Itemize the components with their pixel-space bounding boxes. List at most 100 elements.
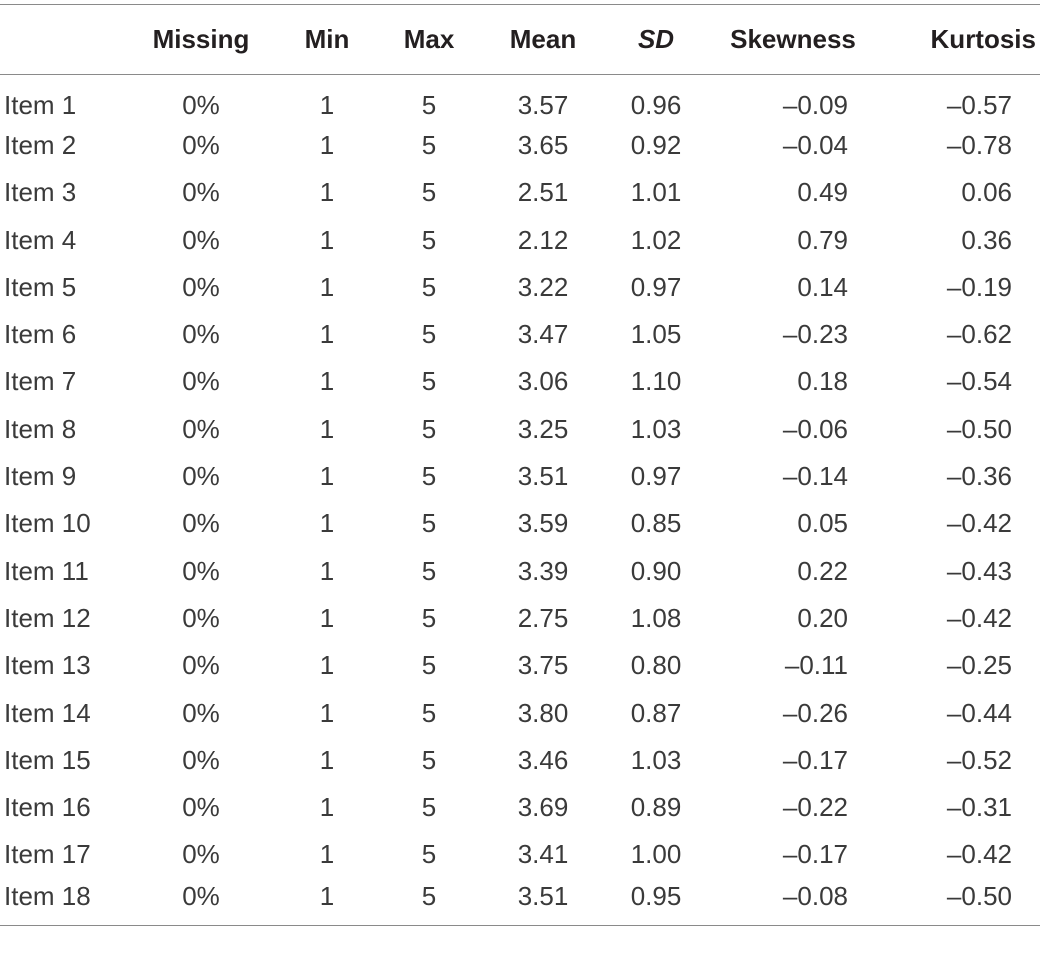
cell-missing: 0%	[182, 792, 220, 823]
cell-sd: 0.97	[630, 271, 682, 302]
cell-skewness: 0.14	[797, 271, 848, 302]
cell-kurtosis: –0.25	[946, 650, 1012, 681]
cell-missing: 0%	[182, 271, 220, 302]
cell-max: 5	[421, 224, 437, 255]
table-row: Item 9 0% 1 5 3.51 0.97 –0.14 –0.36	[0, 453, 1040, 500]
header-missing: Missing	[128, 4, 274, 75]
table-row: Item 2 0% 1 5 3.65 0.92 –0.04 –0.78	[0, 122, 1040, 169]
cell-sd: 0.95	[608, 878, 704, 927]
cell-kurtosis: –0.50	[882, 878, 1040, 927]
cell-skewness: –0.17	[782, 839, 848, 870]
header-row: Missing Min Max Mean SD Skewness Kurtosi…	[0, 4, 1040, 75]
cell-mean: 3.80	[517, 697, 569, 728]
table-row: Item 10 0% 1 5 3.59 0.85 0.05 –0.42	[0, 500, 1040, 547]
cell-max: 5	[421, 839, 437, 870]
cell-sd: 0.97	[630, 461, 682, 492]
cell-item: Item 8	[4, 413, 77, 444]
cell-item: Item 4	[4, 224, 77, 255]
cell-mean: 2.12	[517, 224, 569, 255]
cell-sd: 1.02	[630, 224, 682, 255]
cell-sd: 1.08	[630, 602, 682, 633]
cell-kurtosis: –0.62	[946, 319, 1012, 350]
cell-mean: 3.59	[517, 508, 569, 539]
cell-item: Item 15	[4, 744, 91, 775]
cell-mean: 3.57	[517, 89, 569, 120]
cell-skewness: –0.04	[782, 129, 848, 160]
cell-kurtosis: –0.54	[946, 366, 1012, 397]
cell-min: 1	[319, 602, 335, 633]
table-row: Item 13 0% 1 5 3.75 0.80 –0.11 –0.25	[0, 642, 1040, 689]
table-row: Item 12 0% 1 5 2.75 1.08 0.20 –0.42	[0, 595, 1040, 642]
cell-skewness: 0.20	[797, 602, 848, 633]
cell-kurtosis: –0.42	[946, 508, 1012, 539]
table-row: Item 18 0% 1 5 3.51 0.95 –0.08 –0.50	[0, 878, 1040, 927]
cell-skewness: –0.14	[782, 461, 848, 492]
cell-item: Item 18	[0, 878, 128, 927]
cell-sd: 0.96	[630, 89, 682, 120]
cell-skewness: –0.26	[782, 697, 848, 728]
cell-skewness: –0.17	[782, 744, 848, 775]
cell-item: Item 13	[4, 650, 91, 681]
cell-sd: 1.10	[630, 366, 682, 397]
cell-mean: 3.75	[517, 650, 569, 681]
cell-kurtosis: –0.31	[946, 792, 1012, 823]
cell-max: 5	[421, 555, 437, 586]
cell-sd: 0.80	[630, 650, 682, 681]
cell-mean: 3.39	[517, 555, 569, 586]
table-row: Item 3 0% 1 5 2.51 1.01 0.49 0.06	[0, 169, 1040, 216]
cell-max: 5	[421, 697, 437, 728]
cell-skewness: –0.11	[784, 650, 848, 681]
cell-max: 5	[421, 602, 437, 633]
cell-skewness: 0.79	[797, 224, 848, 255]
header-item	[0, 4, 128, 75]
cell-kurtosis: –0.78	[946, 129, 1012, 160]
cell-max: 5	[421, 744, 437, 775]
cell-skewness: –0.09	[782, 89, 848, 120]
cell-min: 1	[274, 878, 380, 927]
cell-min: 1	[319, 413, 335, 444]
cell-sd: 1.00	[630, 839, 682, 870]
cell-kurtosis: –0.42	[946, 839, 1012, 870]
cell-missing: 0%	[182, 697, 220, 728]
table-row: Item 1 0% 1 5 3.57 0.96 –0.09 –0.57	[0, 75, 1040, 122]
table-row: Item 8 0% 1 5 3.25 1.03 –0.06 –0.50	[0, 406, 1040, 453]
cell-item: Item 17	[4, 839, 91, 870]
cell-max: 5	[421, 650, 437, 681]
cell-mean: 3.51	[517, 461, 569, 492]
table-row: Item 14 0% 1 5 3.80 0.87 –0.26 –0.44	[0, 689, 1040, 736]
cell-item: Item 5	[4, 271, 77, 302]
table-row: Item 15 0% 1 5 3.46 1.03 –0.17 –0.52	[0, 737, 1040, 784]
cell-sd: 1.03	[630, 413, 682, 444]
cell-item: Item 11	[4, 555, 89, 586]
cell-max: 5	[421, 413, 437, 444]
cell-min: 1	[319, 650, 335, 681]
cell-missing: 0%	[182, 555, 220, 586]
cell-item: Item 1	[4, 89, 77, 120]
cell-item: Item 14	[4, 697, 91, 728]
cell-item: Item 16	[4, 792, 91, 823]
cell-mean: 3.65	[517, 129, 569, 160]
cell-kurtosis: –0.19	[946, 271, 1012, 302]
cell-missing: 0%	[182, 89, 220, 120]
cell-missing: 0%	[182, 650, 220, 681]
cell-kurtosis: 0.36	[961, 224, 1012, 255]
cell-sd: 1.03	[630, 744, 682, 775]
cell-mean: 3.25	[517, 413, 569, 444]
cell-kurtosis: 0.06	[961, 177, 1012, 208]
cell-max: 5	[421, 319, 437, 350]
cell-mean: 2.75	[517, 602, 569, 633]
cell-max: 5	[421, 89, 437, 120]
cell-min: 1	[319, 129, 335, 160]
cell-min: 1	[319, 271, 335, 302]
table-row: Item 4 0% 1 5 2.12 1.02 0.79 0.36	[0, 216, 1040, 263]
cell-min: 1	[319, 839, 335, 870]
cell-skewness: –0.08	[704, 878, 882, 927]
cell-missing: 0%	[182, 744, 220, 775]
cell-min: 1	[319, 461, 335, 492]
cell-skewness: –0.06	[782, 413, 848, 444]
cell-missing: 0%	[182, 129, 220, 160]
cell-min: 1	[319, 177, 335, 208]
cell-missing: 0%	[128, 878, 274, 927]
cell-min: 1	[319, 555, 335, 586]
cell-mean: 3.22	[517, 271, 569, 302]
